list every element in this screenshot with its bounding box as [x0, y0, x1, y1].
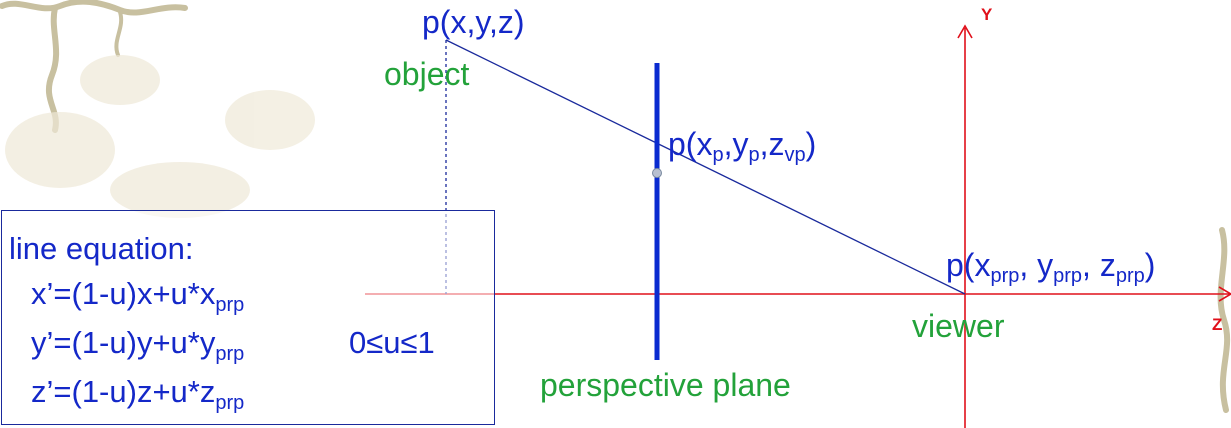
projection-ray	[445, 39, 966, 295]
object-point-label: p(x,y,z)	[422, 4, 525, 40]
perspective-plane-label: perspective plane	[540, 367, 791, 403]
y-axis-label: Y	[981, 5, 993, 24]
equation-range: 0≤u≤1	[349, 325, 435, 360]
projected-point-marker	[652, 168, 662, 178]
foliage-decoration	[5, 55, 315, 218]
equation-title: line equation:	[9, 231, 194, 266]
vine-decoration-right	[1217, 227, 1231, 413]
equation-z: z’=(1-u)z+u*zprp	[31, 374, 245, 414]
viewer-point-label: p(xprp, yprp, zprp)	[946, 247, 1156, 287]
object-label: object	[384, 56, 470, 92]
z-axis-arrowhead	[1218, 286, 1231, 302]
z-axis-label: Z	[1212, 315, 1223, 334]
equation-y: y’=(1-u)y+u*yprp	[31, 325, 245, 365]
y-axis-arrowhead	[957, 24, 973, 39]
projected-point-label: p(xp,yp,zvp)	[668, 126, 817, 166]
line-equation-box: line equation: x’=(1-u)x+u*xprp y’=(1-u)…	[1, 210, 495, 425]
viewer-label: viewer	[912, 308, 1005, 344]
equation-x: x’=(1-u)x+u*xprp	[31, 276, 245, 316]
